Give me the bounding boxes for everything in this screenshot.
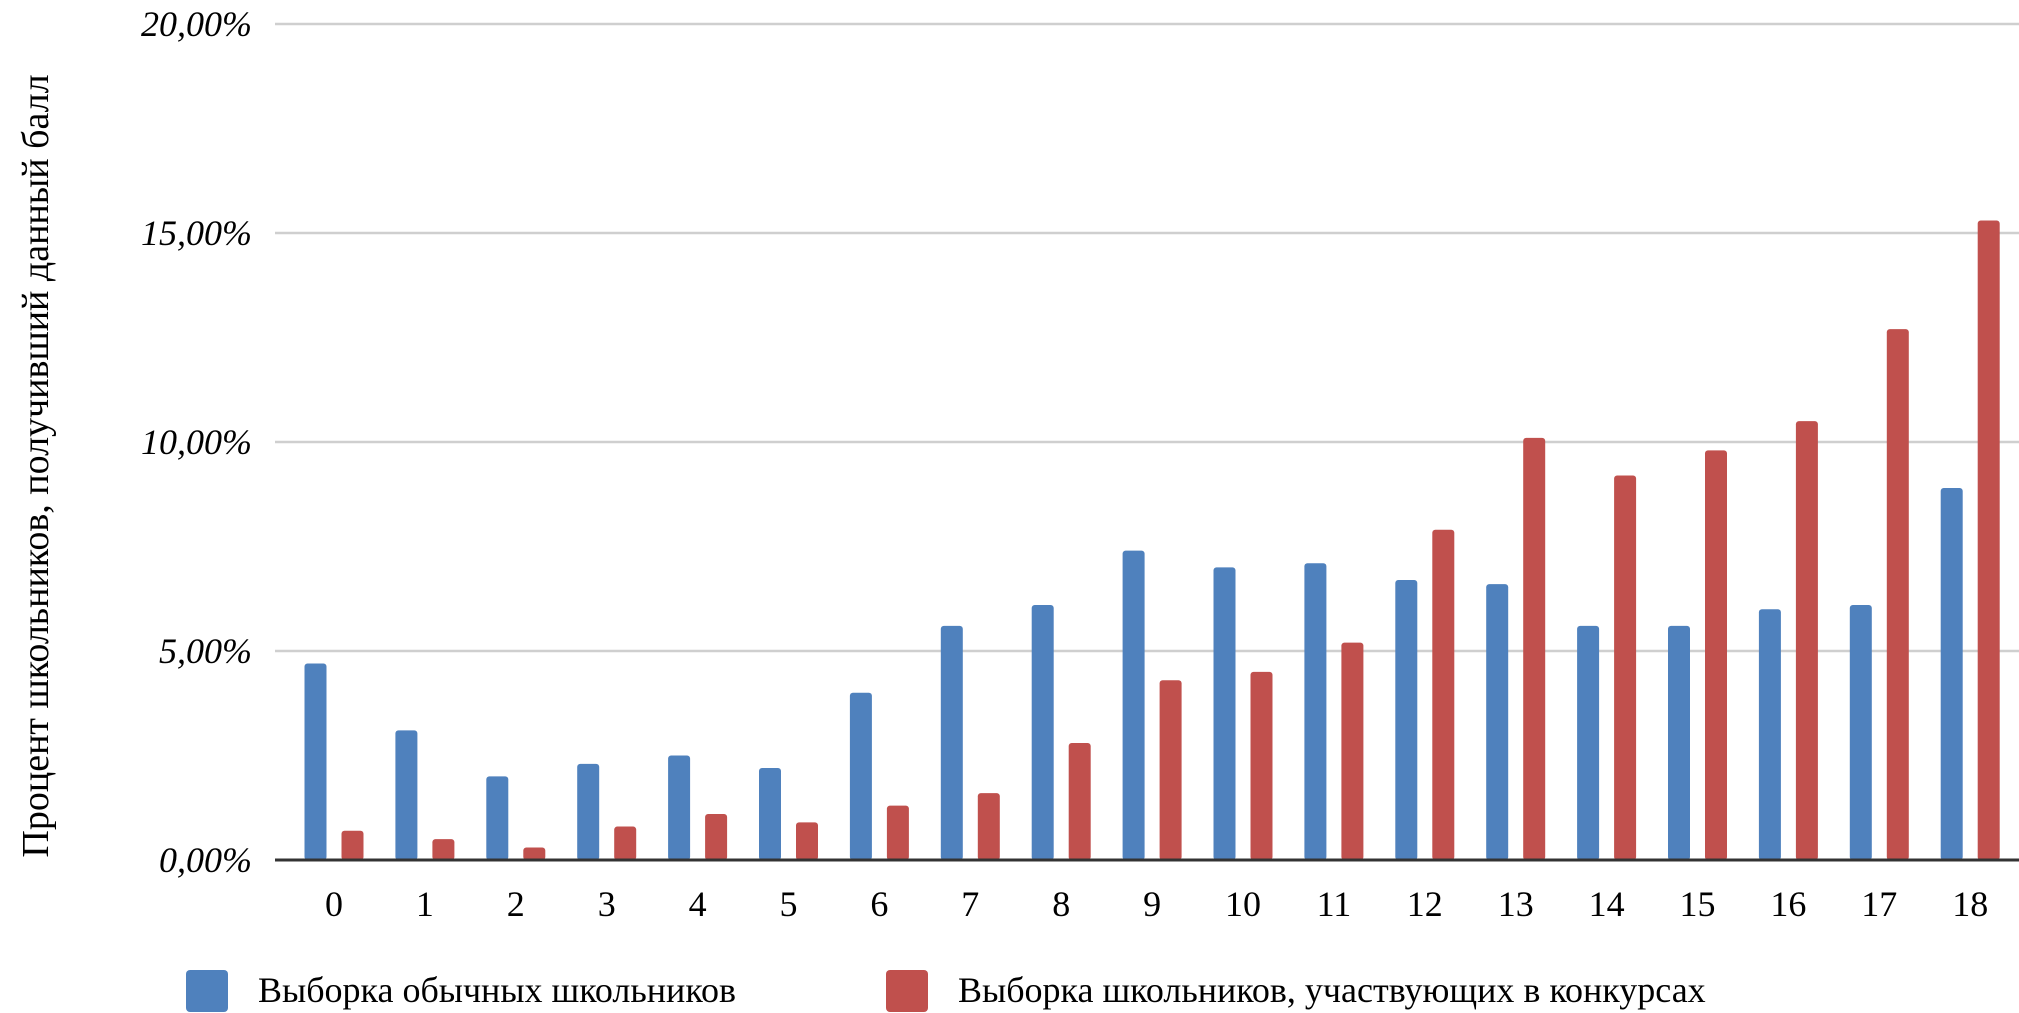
x-tick-label: 8 xyxy=(1052,884,1070,924)
x-tick-label: 2 xyxy=(507,884,525,924)
bar-series-2-10 xyxy=(1250,671,1273,860)
x-tick-label: 14 xyxy=(1589,884,1625,924)
bar-series-2-7 xyxy=(977,793,1000,860)
bar-series-2-0 xyxy=(341,830,364,860)
y-tick-label: 10,00% xyxy=(141,422,252,462)
x-tick-label: 0 xyxy=(325,884,343,924)
bar-series-2-8 xyxy=(1068,742,1091,860)
bar-series-2-2 xyxy=(523,847,546,860)
bar-series-1-15 xyxy=(1668,625,1690,860)
y-axis-title: Процент школьников, получивший данный ба… xyxy=(15,74,57,857)
bar-series-1-9 xyxy=(1122,550,1145,860)
bar-series-2-1 xyxy=(432,839,455,860)
legend-label-2: Выборка школьников, участвующих в конкур… xyxy=(958,970,1706,1010)
bar-series-1-7 xyxy=(940,625,963,860)
legend-swatch-2 xyxy=(886,970,928,1012)
x-tick-label: 1 xyxy=(416,884,434,924)
y-tick-label: 5,00% xyxy=(159,631,252,671)
bar-series-1-1 xyxy=(395,730,418,860)
bar-series-1-4 xyxy=(668,755,691,860)
bar-series-1-13 xyxy=(1486,584,1509,860)
bar-series-2-5 xyxy=(796,822,818,860)
bar-series-2-12 xyxy=(1432,529,1455,860)
bar-series-1-11 xyxy=(1304,563,1327,860)
bar-series-2-11 xyxy=(1341,642,1364,860)
bar-series-2-9 xyxy=(1159,680,1182,860)
x-tick-label: 4 xyxy=(689,884,707,924)
bar-series-2-4 xyxy=(705,814,728,860)
legend: Выборка обычных школьников Выборка школьн… xyxy=(186,970,1706,1012)
bar-series-1-18 xyxy=(1940,487,1963,860)
x-tick-label: 5 xyxy=(780,884,798,924)
x-tick-label: 6 xyxy=(870,884,888,924)
bar-series-2-15 xyxy=(1705,450,1727,860)
bar-series-2-6 xyxy=(886,805,909,860)
x-tick-label: 17 xyxy=(1861,884,1897,924)
bar-series-2-14 xyxy=(1614,475,1637,860)
legend-swatch-1 xyxy=(186,970,228,1012)
bar-series-1-6 xyxy=(849,692,872,860)
x-tick-label: 3 xyxy=(598,884,616,924)
x-tick-label: 7 xyxy=(961,884,979,924)
bars xyxy=(304,220,2000,860)
x-tick-label: 9 xyxy=(1143,884,1161,924)
y-tick-label: 15,00% xyxy=(141,213,252,253)
x-tick-label: 10 xyxy=(1225,884,1261,924)
bar-series-2-13 xyxy=(1523,437,1546,860)
bar-series-2-3 xyxy=(614,826,637,860)
x-tick-label: 15 xyxy=(1680,884,1716,924)
bar-series-1-5 xyxy=(759,768,781,860)
x-tick-label: 12 xyxy=(1407,884,1443,924)
x-tick-label: 18 xyxy=(1952,884,1988,924)
gridlines xyxy=(275,22,2019,653)
y-axis-ticks: 0,00% 5,00% 10,00% 15,00% 20,00% xyxy=(141,4,252,880)
y-tick-label: 0,00% xyxy=(159,840,252,880)
x-tick-label: 16 xyxy=(1770,884,1806,924)
x-axis-ticks: 0 1 2 3 4 5 6 7 8 9 10 11 12 13 14 15 16 17 18 xyxy=(325,884,1988,924)
x-tick-label: 13 xyxy=(1498,884,1534,924)
bar-series-2-17 xyxy=(1886,329,1909,860)
y-tick-label: 20,00% xyxy=(141,4,252,44)
bar-series-1-16 xyxy=(1758,609,1781,860)
bar-series-1-17 xyxy=(1849,605,1872,860)
bar-series-2-18 xyxy=(1977,220,2000,860)
bar-series-1-14 xyxy=(1577,625,1600,860)
bar-series-1-12 xyxy=(1395,579,1418,860)
bar-series-1-10 xyxy=(1213,567,1236,860)
x-tick-label: 11 xyxy=(1317,884,1352,924)
bar-series-1-3 xyxy=(577,763,600,860)
bar-series-1-0 xyxy=(304,663,327,860)
bar-series-2-16 xyxy=(1795,421,1818,860)
legend-label-1: Выборка обычных школьников xyxy=(258,970,736,1010)
bar-series-1-8 xyxy=(1031,605,1054,860)
bar-series-1-2 xyxy=(486,776,509,860)
